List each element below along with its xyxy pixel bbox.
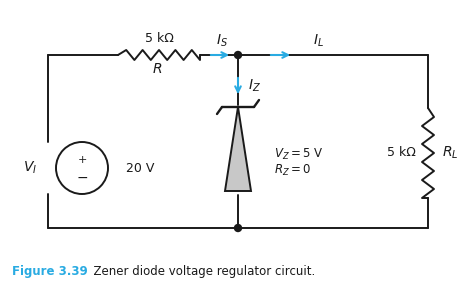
Text: 5 kΩ: 5 kΩ bbox=[145, 33, 173, 46]
Text: $I_L$: $I_L$ bbox=[313, 33, 324, 49]
Text: 20 V: 20 V bbox=[126, 161, 154, 174]
Text: 5 kΩ: 5 kΩ bbox=[387, 147, 416, 160]
Text: $I_S$: $I_S$ bbox=[216, 33, 228, 49]
Text: $V_I$: $V_I$ bbox=[23, 160, 37, 176]
Text: −: − bbox=[76, 171, 88, 185]
Text: $R_Z = 0$: $R_Z = 0$ bbox=[274, 162, 311, 178]
Circle shape bbox=[235, 51, 241, 58]
Text: $I_Z$: $I_Z$ bbox=[248, 78, 261, 94]
Text: $R_L$: $R_L$ bbox=[442, 145, 458, 161]
Text: Figure 3.39: Figure 3.39 bbox=[12, 265, 88, 278]
Text: $V_Z = 5$ V: $V_Z = 5$ V bbox=[274, 147, 324, 161]
Text: +: + bbox=[77, 155, 87, 165]
Text: $R$: $R$ bbox=[152, 62, 162, 76]
Circle shape bbox=[235, 224, 241, 232]
Polygon shape bbox=[225, 107, 251, 191]
Text: Zener diode voltage regulator circuit.: Zener diode voltage regulator circuit. bbox=[86, 265, 315, 278]
